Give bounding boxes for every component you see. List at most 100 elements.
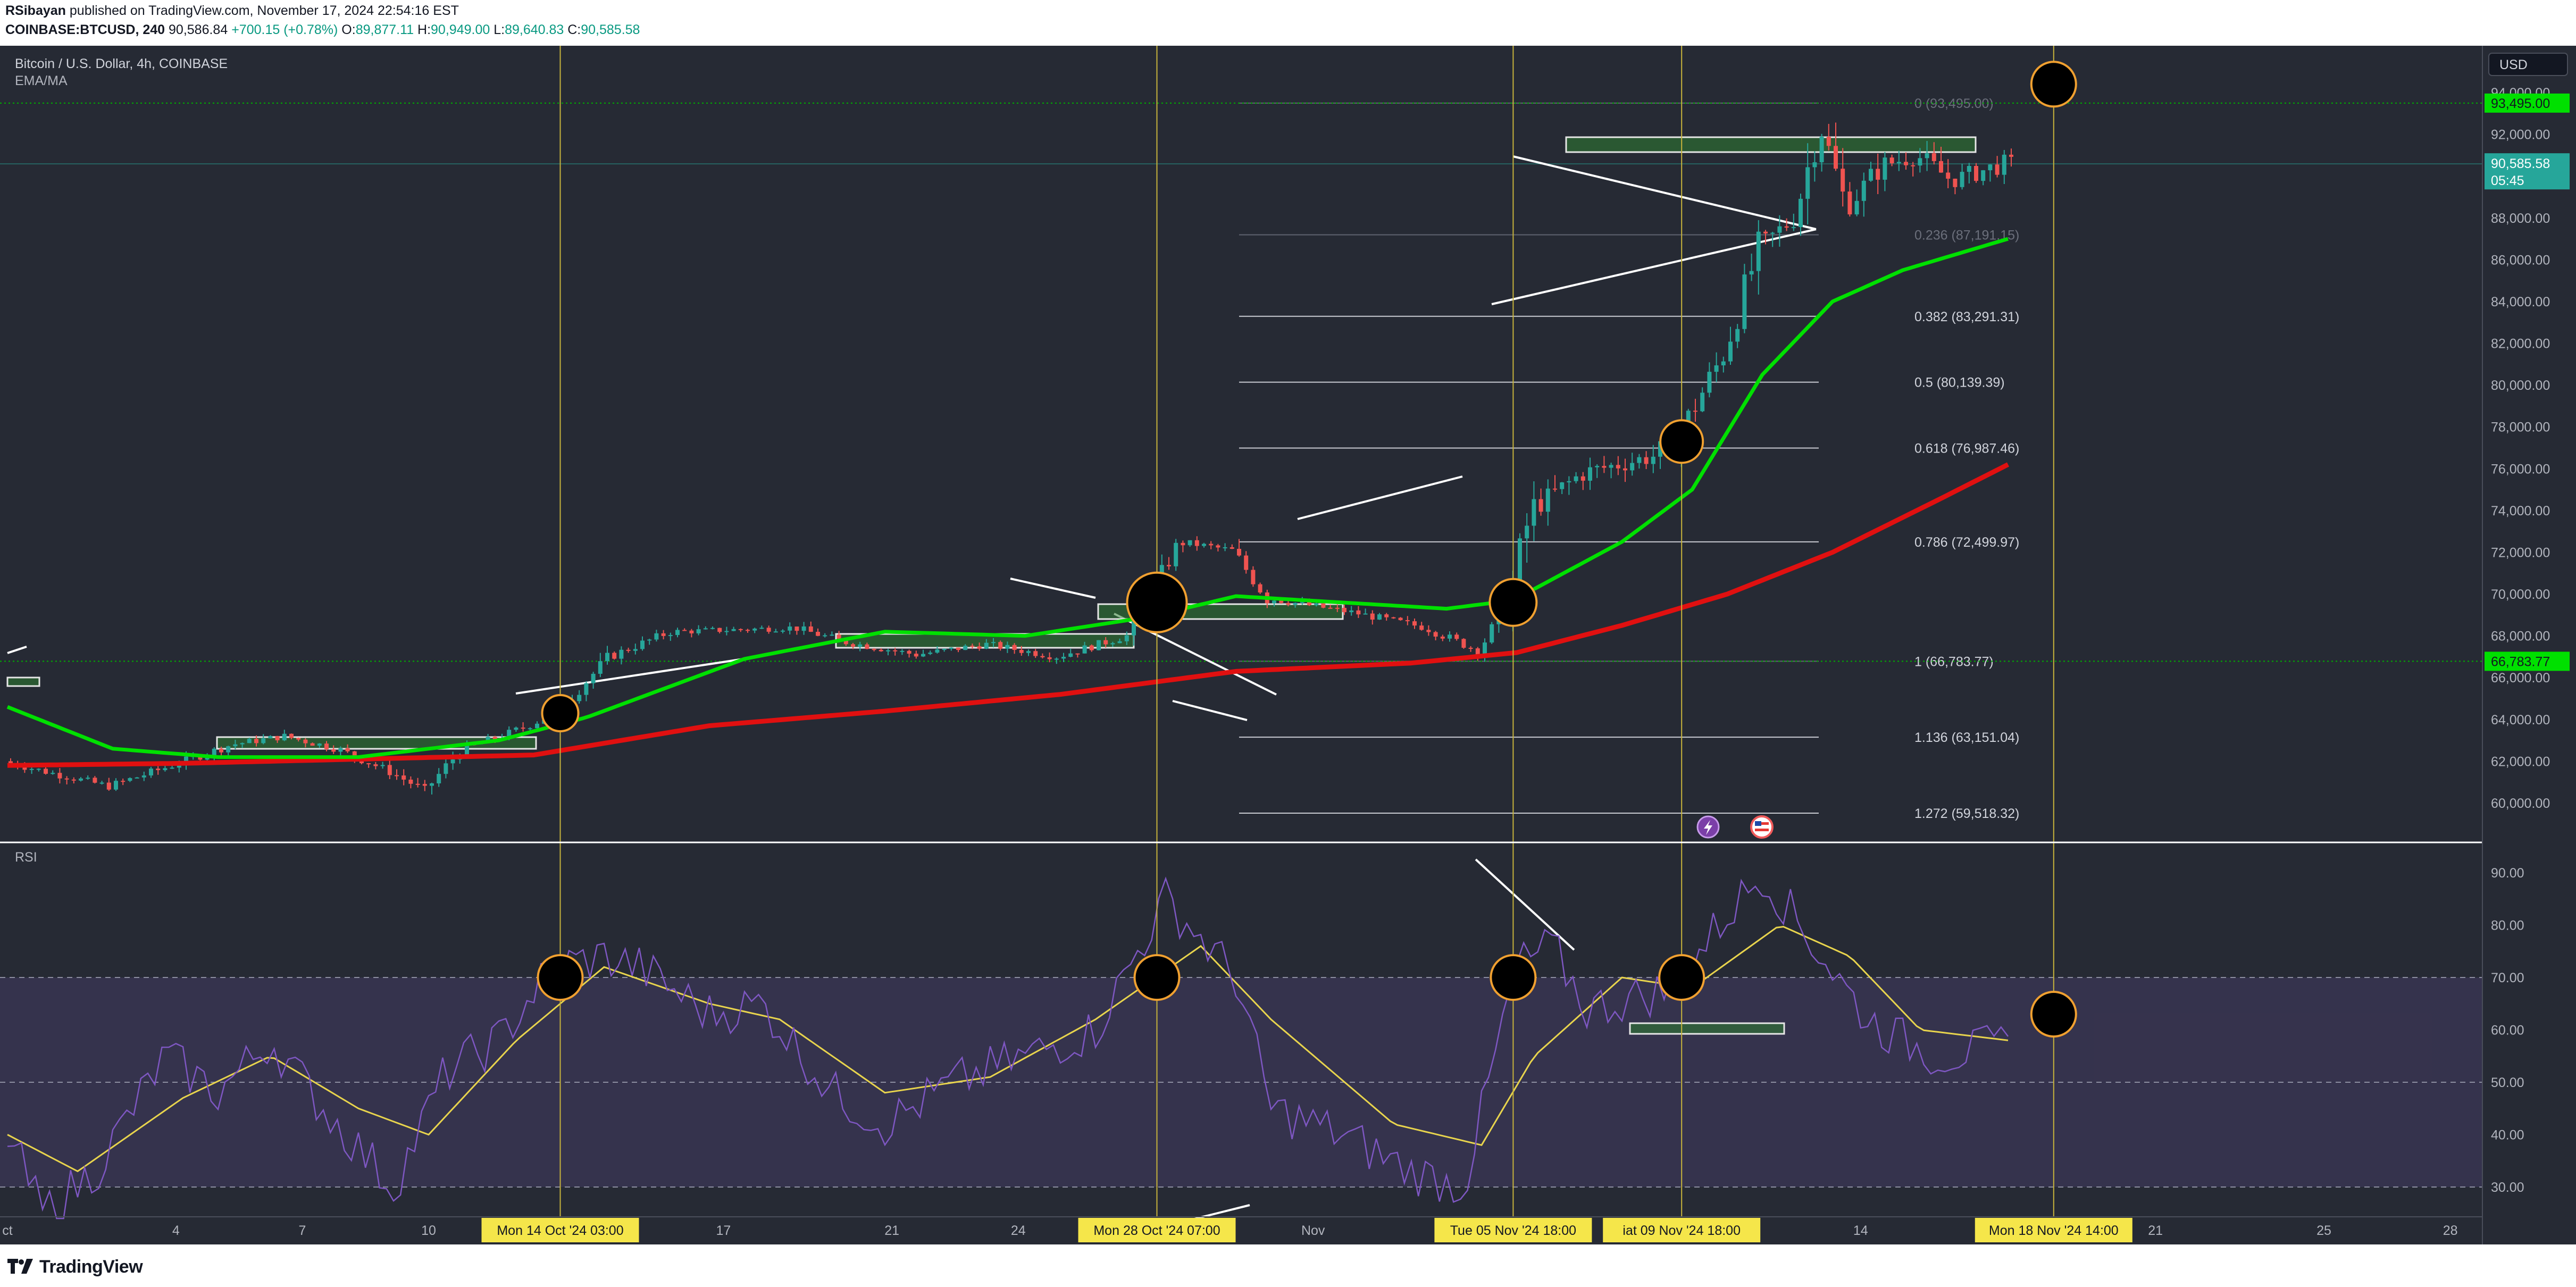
highlight-circle[interactable] [1488, 578, 1538, 627]
rsi-legend[interactable]: RSI [15, 850, 37, 865]
candle-body[interactable] [465, 744, 469, 757]
candle-body[interactable] [114, 781, 118, 790]
candle-body[interactable] [1953, 178, 1958, 187]
candle-body[interactable] [1791, 227, 1796, 228]
candle-body[interactable] [1560, 482, 1565, 489]
candle-body[interactable] [1728, 341, 1733, 362]
candle-body[interactable] [275, 736, 280, 741]
candle-body[interactable] [1230, 547, 1234, 549]
candle-body[interactable] [1574, 476, 1578, 481]
candle-body[interactable] [1370, 613, 1375, 620]
zone-box[interactable] [6, 676, 40, 687]
candle-body[interactable] [1721, 361, 1726, 365]
candle-body[interactable] [22, 766, 27, 770]
candle-body[interactable] [794, 626, 799, 631]
candle-body[interactable] [1040, 656, 1045, 657]
candle-body[interactable] [998, 642, 1003, 649]
candle-body[interactable] [1925, 153, 1929, 158]
candle-body[interactable] [1819, 137, 1824, 163]
candle-body[interactable] [106, 782, 111, 790]
candle-body[interactable] [598, 661, 603, 674]
candle-body[interactable] [682, 630, 687, 631]
candle-body[interactable] [907, 650, 911, 654]
candle-body[interactable] [1223, 547, 1227, 549]
candle-body[interactable] [1630, 463, 1635, 471]
candle-body[interactable] [317, 743, 322, 746]
candle-body[interactable] [1889, 157, 1894, 164]
tradingview-logo[interactable]: TradingView [7, 1256, 143, 1277]
candle-body[interactable] [1988, 164, 1993, 171]
candle-body[interactable] [338, 748, 343, 752]
candle-body[interactable] [1483, 642, 1487, 655]
candle-body[interactable] [170, 767, 174, 769]
trendline[interactable] [515, 657, 748, 695]
candle-body[interactable] [1033, 651, 1038, 656]
candle-body[interactable] [752, 628, 757, 631]
candle-body[interactable] [29, 768, 34, 770]
rsi-highlight-circle[interactable] [1658, 954, 1705, 1001]
candle-body[interactable] [1644, 457, 1649, 464]
candle-body[interactable] [1216, 545, 1220, 548]
candle-body[interactable] [521, 728, 525, 729]
candle-body[interactable] [395, 775, 399, 776]
candle-body[interactable] [1005, 645, 1010, 649]
candle-body[interactable] [1883, 157, 1887, 180]
candle-body[interactable] [1602, 466, 1607, 468]
candle-body[interactable] [296, 738, 301, 740]
candle-body[interactable] [149, 768, 153, 776]
candle-body[interactable] [633, 649, 638, 651]
candle-body[interactable] [1047, 657, 1052, 659]
candle-body[interactable] [1847, 191, 1852, 215]
candle-body[interactable] [773, 631, 778, 633]
candle-body[interactable] [1167, 565, 1171, 566]
candle-body[interactable] [1525, 525, 1529, 539]
candle-body[interactable] [928, 653, 933, 654]
candle-body[interactable] [626, 649, 631, 651]
candle-body[interactable] [2009, 154, 2013, 157]
candle-body[interactable] [1335, 607, 1340, 609]
candle-body[interactable] [1588, 467, 1592, 481]
candle-body[interactable] [717, 628, 722, 632]
candle-body[interactable] [865, 644, 869, 649]
candle-body[interactable] [1097, 640, 1101, 650]
candle-body[interactable] [79, 778, 83, 781]
candle-body[interactable] [1026, 651, 1031, 653]
candle-body[interactable] [591, 673, 596, 683]
candle-body[interactable] [1651, 456, 1655, 464]
candle-body[interactable] [1475, 648, 1480, 655]
candle-body[interactable] [654, 633, 659, 640]
candle-body[interactable] [872, 649, 876, 650]
candle-body[interactable] [1693, 411, 1697, 412]
candle-body[interactable] [247, 739, 252, 743]
candle-body[interactable] [1742, 274, 1747, 329]
candle-body[interactable] [1918, 158, 1922, 166]
candle-body[interactable] [858, 644, 863, 647]
candle-body[interactable] [619, 649, 624, 659]
candle-body[interactable] [1440, 637, 1445, 639]
candle-body[interactable] [647, 639, 652, 641]
candle-body[interactable] [261, 738, 266, 743]
candle-body[interactable] [1258, 584, 1262, 593]
candle-body[interactable] [1799, 198, 1803, 227]
candle-body[interactable] [1419, 625, 1424, 630]
candle-body[interactable] [1749, 271, 1754, 275]
candle-body[interactable] [1187, 540, 1192, 546]
candle-body[interactable] [1181, 542, 1185, 546]
candle-body[interactable] [1251, 570, 1256, 584]
candle-body[interactable] [177, 765, 181, 768]
candle-body[interactable] [1082, 645, 1087, 654]
candle-body[interactable] [99, 782, 104, 784]
trendline[interactable] [1297, 475, 1463, 520]
candle-body[interactable] [879, 649, 883, 651]
date-marker-badge[interactable] [1078, 1218, 1236, 1242]
candle-body[interactable] [1609, 465, 1613, 468]
candle-body[interactable] [1110, 643, 1115, 645]
candle-body[interactable] [430, 783, 434, 786]
candle-body[interactable] [1904, 162, 1908, 165]
candle-body[interactable] [212, 748, 216, 756]
candle-body[interactable] [1054, 658, 1059, 660]
candle-body[interactable] [1623, 468, 1627, 471]
candle-body[interactable] [1349, 610, 1354, 613]
candle-body[interactable] [1707, 372, 1712, 393]
currency-button[interactable] [2488, 53, 2568, 76]
